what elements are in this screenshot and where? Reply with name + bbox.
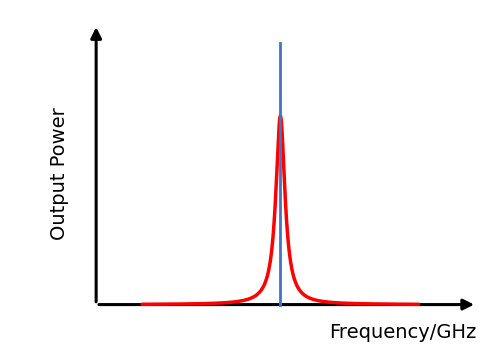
Text: Output Power: Output Power (50, 107, 69, 240)
Text: Frequency/GHz: Frequency/GHz (330, 323, 477, 342)
